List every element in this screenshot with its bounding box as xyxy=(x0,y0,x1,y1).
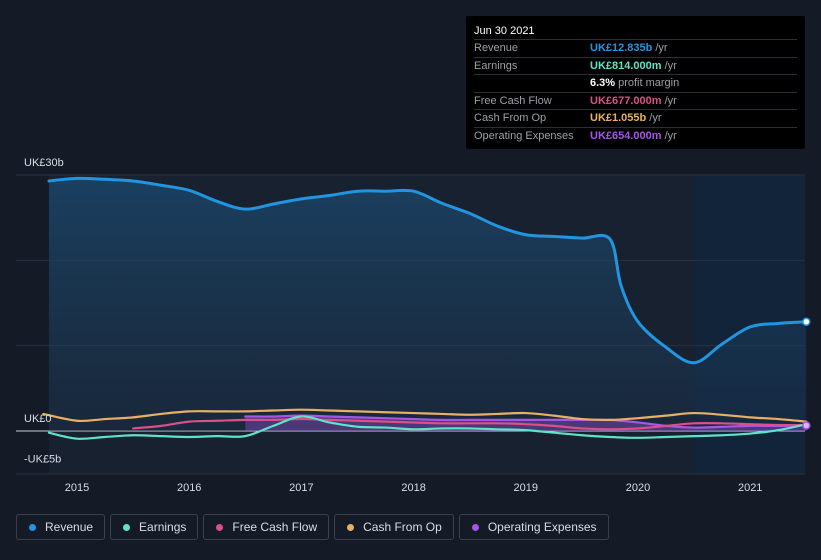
series-endpoints xyxy=(802,317,811,430)
tooltip-row-unit: profit margin xyxy=(618,77,680,89)
legend-label: Operating Expenses xyxy=(487,520,597,534)
tooltip-row-unit: /yr xyxy=(664,129,677,142)
tooltip-row-unit: /yr xyxy=(664,59,677,72)
series-layer xyxy=(42,176,808,440)
tooltip-row-label: Free Cash Flow xyxy=(474,94,552,107)
tooltip-row: Earnings UK£814.000m/yr xyxy=(474,58,797,75)
x-tick-label: 2016 xyxy=(177,482,201,494)
tooltip-row-value: UK£814.000m xyxy=(590,59,662,72)
legend-item[interactable]: Operating Expenses xyxy=(458,514,609,540)
tooltip-row: Cash From Op UK£1.055b/yr xyxy=(474,110,797,128)
legend-dot-icon xyxy=(471,523,479,531)
x-tick-label: 2015 xyxy=(65,482,89,494)
tooltip-row-value: UK£654.000m xyxy=(590,129,662,142)
tooltip-row: 6.3% profit margin xyxy=(474,75,797,93)
legend-dot-icon xyxy=(29,523,36,531)
tooltip-row-label xyxy=(474,75,590,92)
y-tick-label: -UK£5b xyxy=(24,454,61,466)
tooltip-row-value: UK£1.055b xyxy=(590,112,647,124)
tooltip-row-label: Revenue xyxy=(474,42,519,54)
x-tick-label: 2018 xyxy=(401,482,425,494)
y-tick-label: UK£0 xyxy=(24,413,52,425)
legend-item[interactable]: Free Cash Flow xyxy=(203,514,330,540)
tooltip-row: Revenue UK£12.835b/yr xyxy=(474,40,797,58)
legend-item[interactable]: Earnings xyxy=(110,514,199,540)
tooltip-date: Jun 30 2021 xyxy=(474,23,797,40)
y-tick-label: UK£30b xyxy=(24,157,64,169)
legend-label: Earnings xyxy=(139,520,187,534)
x-tick-label: 2020 xyxy=(626,482,650,494)
operating-expenses-endpoint xyxy=(802,421,811,430)
tooltip-row-label: Cash From Op xyxy=(474,112,547,124)
legend-label: Free Cash Flow xyxy=(232,520,318,534)
chart-area: UK£30b UK£0 -UK£5b 2015 2016 2017 2018 2019 202… xyxy=(16,157,811,494)
earnings-line xyxy=(47,415,808,440)
legend-dot-icon xyxy=(347,523,355,531)
tooltip-row-value: 6.3% xyxy=(590,77,616,89)
x-tick-label: 2019 xyxy=(514,482,538,494)
tooltip-row-unit: /yr xyxy=(664,94,677,107)
tooltip-row: Free Cash Flow UK£677.000m/yr xyxy=(474,93,797,110)
tooltip-row-value: UK£677.000m xyxy=(590,94,662,107)
legend-label: Revenue xyxy=(45,520,94,534)
tooltip-rows: Revenue UK£12.835b/yr Earnings UK£814.000m /… xyxy=(474,40,797,144)
revenue-area xyxy=(48,178,807,431)
x-tick-label: 2021 xyxy=(738,482,762,494)
y-axis-labels: UK£30b UK£0 -UK£5b xyxy=(24,157,64,466)
revenue-endpoint xyxy=(802,317,811,327)
legend-dot-icon xyxy=(216,523,224,531)
legend-dot-icon xyxy=(123,523,131,531)
tooltip-row-label: Operating Expenses xyxy=(474,129,574,142)
cash-from-op-line xyxy=(42,408,808,423)
tooltip-row-unit: /yr xyxy=(655,42,668,54)
revenue-line xyxy=(47,176,808,365)
legend-item[interactable]: Cash From Op xyxy=(334,514,454,540)
legend-label: Cash From Op xyxy=(363,520,442,534)
tooltip-row-unit: /yr xyxy=(649,112,662,124)
x-axis-labels: 2015 2016 2017 2018 2019 2020 2021 xyxy=(65,482,763,494)
operating-expenses-line xyxy=(244,414,808,429)
tooltip-row-value: UK£12.835b xyxy=(590,42,653,54)
legend-item[interactable]: Revenue xyxy=(16,514,106,540)
legend: Revenue Earnings Free Cash Flow Cash From O… xyxy=(16,514,609,540)
x-tick-label: 2017 xyxy=(289,482,313,494)
free-cash-flow-line xyxy=(132,417,808,431)
tooltip-row-label: Earnings xyxy=(474,59,518,72)
tooltip-row: Operating Expenses UK£654.000m/yr xyxy=(474,128,797,145)
hover-tooltip: Jun 30 2021 Revenue UK£12.835b/yr Earnings… xyxy=(466,16,805,149)
